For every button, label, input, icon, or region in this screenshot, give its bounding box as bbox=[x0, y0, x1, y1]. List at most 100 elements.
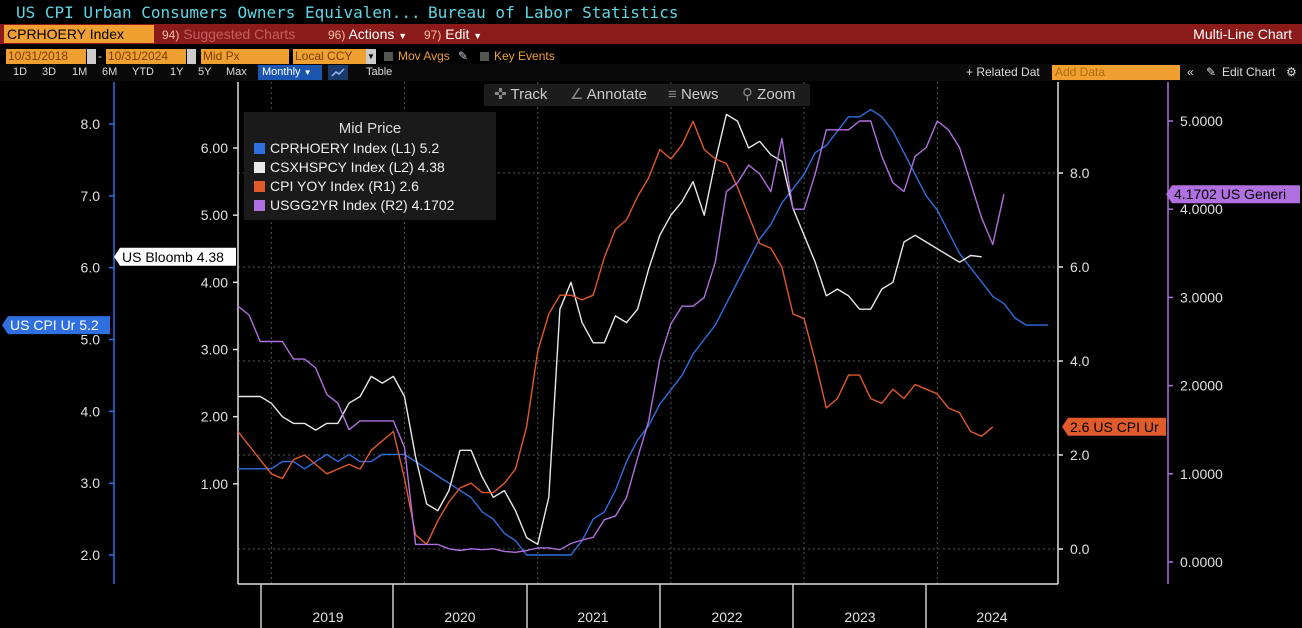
range-ytd[interactable]: YTD bbox=[132, 66, 154, 78]
calendar-icon[interactable] bbox=[87, 49, 96, 64]
tick-label: 7.0 bbox=[81, 188, 101, 204]
series-line-2 bbox=[237, 120, 994, 545]
legend-last-value: 4.1702 bbox=[411, 197, 455, 213]
actions-number: 96) bbox=[328, 28, 346, 42]
tick-label: 0.0000 bbox=[1180, 554, 1223, 570]
legend-last-value: 4.38 bbox=[417, 159, 445, 175]
price-field-select[interactable]: Mid Px bbox=[201, 49, 289, 64]
tick-label: 3.0 bbox=[81, 475, 101, 491]
value-tag-bg bbox=[2, 316, 110, 335]
range-max[interactable]: Max bbox=[226, 66, 247, 78]
legend-item-usgg2yr[interactable]: USGG2YR Index (R2) 4.1702 bbox=[254, 197, 454, 213]
edit-label: Edit bbox=[445, 26, 470, 42]
mov-avgs-checkbox[interactable] bbox=[384, 52, 393, 61]
legend-axis: (R2) bbox=[380, 197, 408, 213]
tick-label: 4.0000 bbox=[1180, 201, 1223, 217]
x-tick-label: 2019 bbox=[312, 609, 343, 625]
chart-toolbar bbox=[484, 84, 810, 106]
legend-series-name: CPRHOERY Index bbox=[270, 140, 387, 156]
annotate-icon: ∠ bbox=[570, 86, 584, 103]
add-data-input[interactable]: Add Data bbox=[1052, 65, 1180, 80]
security-title: US CPI Urban Consumers Owners Equivalen.… bbox=[16, 3, 421, 22]
range-1y[interactable]: 1Y bbox=[170, 66, 184, 78]
start-date-input[interactable]: 10/31/2018 bbox=[6, 49, 86, 64]
series-line-0 bbox=[238, 108, 1049, 556]
legend-item-cprhoery[interactable]: CPRHOERY Index (L1) 5.2 bbox=[254, 140, 439, 156]
news-button[interactable]: ≡ News bbox=[668, 84, 718, 106]
annotate-button[interactable]: ∠ Annotate bbox=[570, 84, 647, 106]
x-tick-label: 2023 bbox=[844, 609, 875, 625]
track-button[interactable]: ✜ Track bbox=[494, 84, 547, 106]
suggested-charts-label: Suggested Charts bbox=[183, 26, 296, 42]
key-events-checkbox[interactable] bbox=[480, 52, 489, 61]
x-tick-label: 2024 bbox=[976, 609, 1007, 625]
suggested-charts-button[interactable]: 94) Suggested Charts bbox=[162, 24, 295, 44]
value-tags-layer: US CPI Ur 5.2 US Bloomb 4.38 2.6 US CPI Ur… bbox=[2, 185, 1300, 436]
value-tag-bg bbox=[1062, 417, 1166, 436]
legend-axis: (R1) bbox=[368, 178, 396, 194]
edit-menu-button[interactable]: 97) Edit ▼ bbox=[424, 24, 482, 44]
range-1m[interactable]: 1M bbox=[72, 66, 88, 78]
caret-down-icon: ▼ bbox=[473, 31, 483, 41]
collapse-icon[interactable]: « bbox=[1187, 65, 1194, 79]
range-6m[interactable]: 6M bbox=[102, 66, 118, 78]
value-tag-text: US Bloomb 4.38 bbox=[122, 249, 224, 265]
end-date-input[interactable]: 10/31/2024 bbox=[106, 49, 186, 64]
crosshair-icon: ✜ bbox=[494, 86, 507, 103]
zoom-label: Zoom bbox=[757, 86, 796, 103]
value-tag-text: 2.6 US CPI Ur bbox=[1070, 419, 1159, 435]
pencil-icon[interactable]: ✎ bbox=[1206, 65, 1217, 79]
zoom-icon: ⚲ bbox=[742, 86, 753, 103]
key-events-label[interactable]: Key Events bbox=[494, 49, 555, 63]
multi-line-chart[interactable]: 2.0 3.0 4.0 5.0 6.0 7.0 8.0 1.00 2.00 3.00 4.00 5.0… bbox=[0, 82, 1302, 628]
news-icon: ≡ bbox=[668, 86, 677, 103]
tick-label: 2.0 bbox=[81, 547, 101, 563]
related-data-button[interactable]: + Related Dat bbox=[966, 65, 1040, 79]
calendar-icon[interactable] bbox=[187, 49, 196, 64]
series-line-1 bbox=[238, 113, 982, 545]
chevron-down-icon[interactable]: ▼ bbox=[366, 49, 376, 64]
tick-label: 8.0 bbox=[1070, 165, 1090, 181]
tick-label: 1.0000 bbox=[1180, 466, 1223, 482]
zoom-button[interactable]: ⚲ Zoom bbox=[742, 84, 796, 106]
legend-series-name: CPI YOY Index bbox=[270, 178, 365, 194]
edit-chart-button[interactable]: Edit Chart bbox=[1222, 65, 1276, 79]
range-1d[interactable]: 1D bbox=[13, 66, 28, 78]
x-tick-label: 2022 bbox=[711, 609, 742, 625]
value-tag-bg bbox=[114, 247, 236, 266]
line-chart-icon[interactable] bbox=[328, 65, 348, 80]
value-tag-3: 4.1702 US Generi bbox=[1166, 185, 1300, 204]
value-tag-2: 2.6 US CPI Ur bbox=[1062, 417, 1166, 436]
gear-icon[interactable]: ⚙ bbox=[1286, 65, 1297, 79]
actions-menu-button[interactable]: 96) Actions ▼ bbox=[328, 24, 407, 44]
ticker-field[interactable]: CPRHOERY Index bbox=[4, 25, 154, 43]
currency-select[interactable]: Local CCY bbox=[293, 49, 375, 64]
legend-item-cpi-yoy[interactable]: CPI YOY Index (R1) 2.6 bbox=[254, 178, 419, 194]
legend-last-value: 2.6 bbox=[399, 178, 419, 194]
track-label: Track bbox=[510, 86, 548, 103]
range-5y[interactable]: 5Y bbox=[198, 66, 212, 78]
legend-axis: (L1) bbox=[390, 140, 416, 156]
pencil-icon[interactable]: ✎ bbox=[458, 49, 469, 63]
legend-swatch bbox=[254, 200, 265, 211]
legend-series-name: USGG2YR Index bbox=[270, 197, 377, 213]
legend-item-csxhspcy[interactable]: CSXHSPCY Index (L2) 4.38 bbox=[254, 159, 445, 175]
annotate-label: Annotate bbox=[586, 86, 647, 103]
legend-swatch bbox=[254, 143, 265, 154]
range-3d[interactable]: 3D bbox=[42, 66, 57, 78]
mov-avgs-label[interactable]: Mov Avgs bbox=[398, 49, 450, 63]
line-chart-glyph bbox=[331, 68, 345, 77]
legend-title: Mid Price bbox=[338, 120, 402, 137]
value-tag-text: US CPI Ur 5.2 bbox=[10, 317, 99, 333]
tick-label: 3.0000 bbox=[1180, 289, 1223, 305]
value-tag-text: 4.1702 US Generi bbox=[1174, 186, 1286, 202]
legend-swatch bbox=[254, 181, 265, 192]
legend-axis: (L2) bbox=[388, 159, 414, 175]
tick-label: 6.00 bbox=[201, 140, 228, 156]
tick-label: 1.00 bbox=[201, 476, 228, 492]
caret-down-icon: ▼ bbox=[303, 68, 312, 77]
edit-number: 97) bbox=[424, 28, 442, 42]
table-button[interactable]: Table bbox=[366, 66, 393, 78]
frequency-select[interactable]: Monthly ▼ bbox=[258, 65, 322, 80]
tick-label: 2.00 bbox=[201, 409, 228, 425]
